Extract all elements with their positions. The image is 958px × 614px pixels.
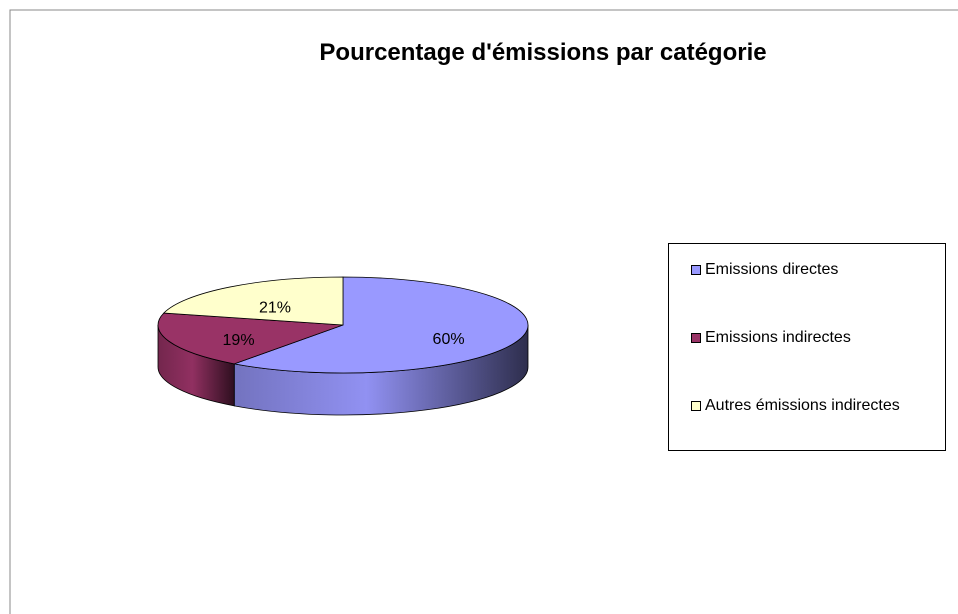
legend-swatch [691,333,701,343]
legend-label: Emissions indirectes [705,329,851,346]
data-label: 21% [259,299,291,316]
data-label: 60% [433,331,465,348]
data-label: 19% [223,332,255,349]
legend-swatch [691,265,701,275]
legend-swatch [691,401,701,411]
pie-slice [162,276,344,326]
legend-label: Autres émissions indirectes [705,397,900,414]
legend-label: Emissions directes [705,261,839,278]
legend-item: Emissions indirectes [691,328,941,347]
legend: Emissions directes Emissions indirectes Au… [668,243,946,451]
chart-title: Pourcentage d'émissions par catégorie [319,39,766,66]
pie-slice [232,276,529,374]
pie-slice [157,312,344,365]
legend-item: Emissions directes [691,260,941,279]
legend-item: Autres émissions indirectes [691,396,941,415]
